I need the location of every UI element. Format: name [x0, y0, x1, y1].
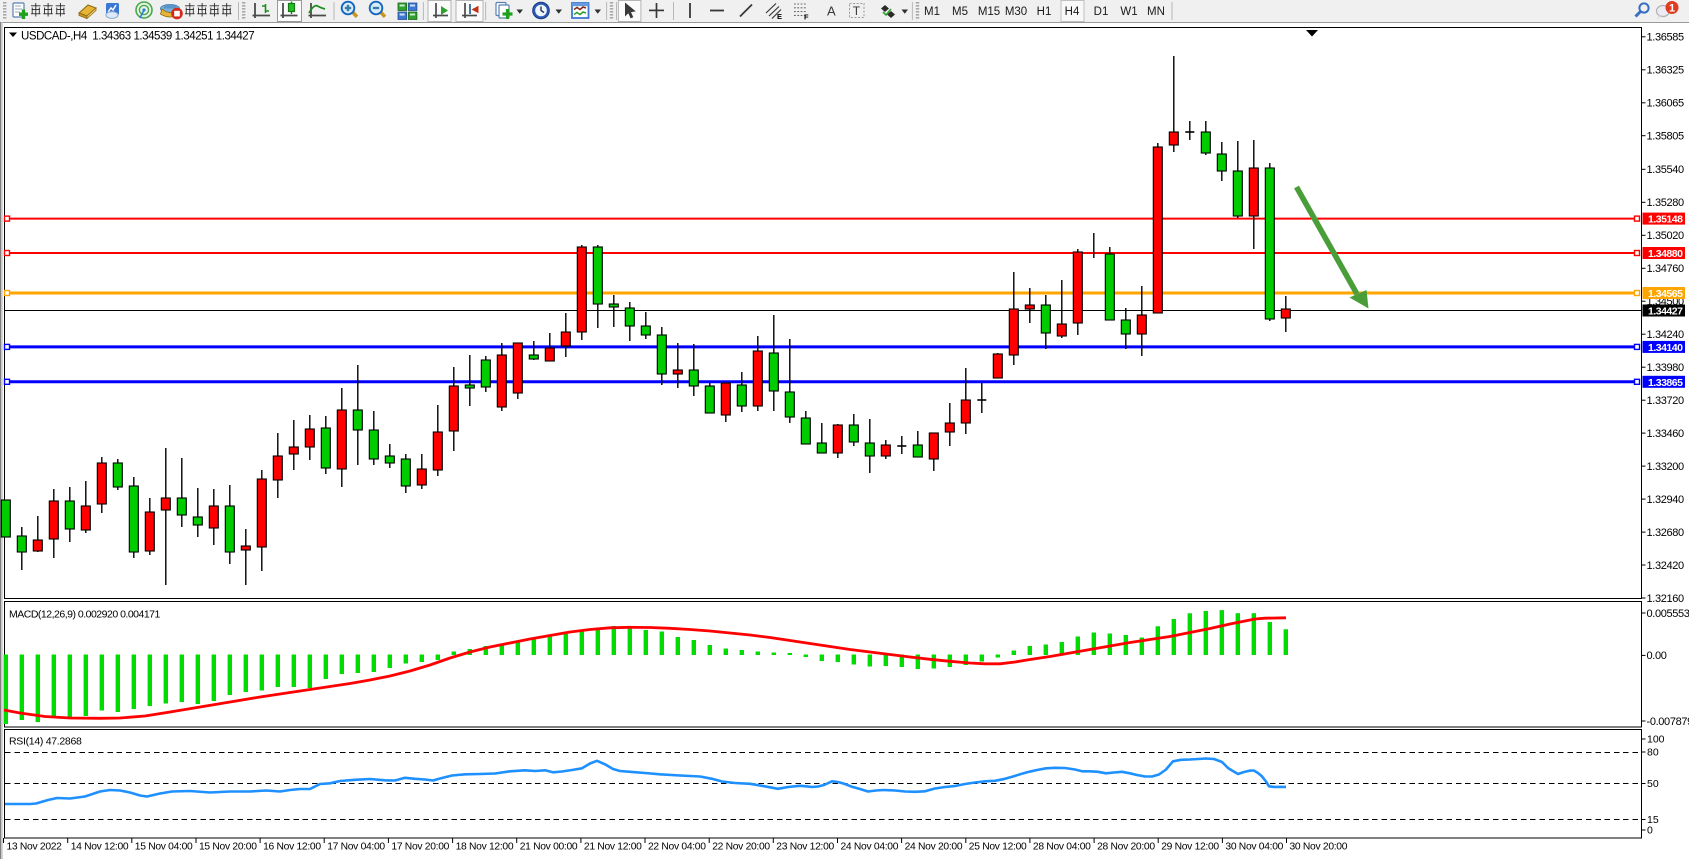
svg-text:M15: M15: [978, 6, 1000, 18]
svg-text:17 Nov 04:00: 17 Nov 04:00: [327, 842, 385, 853]
svg-text:22 Nov 04:00: 22 Nov 04:00: [648, 842, 706, 853]
svg-text:1.36325: 1.36325: [1647, 65, 1685, 77]
svg-text:1.33460: 1.33460: [1647, 428, 1685, 440]
svg-text:1.32680: 1.32680: [1647, 527, 1685, 539]
svg-text:24 Nov 04:00: 24 Nov 04:00: [841, 842, 899, 853]
svg-text:18 Nov 12:00: 18 Nov 12:00: [456, 842, 514, 853]
svg-text:14 Nov 12:00: 14 Nov 12:00: [71, 842, 129, 853]
svg-text:E: E: [777, 12, 782, 21]
svg-text:1.34140: 1.34140: [1648, 342, 1683, 354]
svg-text:1.36065: 1.36065: [1647, 98, 1685, 110]
svg-text:1.35148: 1.35148: [1648, 214, 1683, 226]
svg-text:15: 15: [1647, 814, 1659, 826]
svg-text:24 Nov 20:00: 24 Nov 20:00: [905, 842, 963, 853]
svg-text:25 Nov 12:00: 25 Nov 12:00: [969, 842, 1027, 853]
svg-text:MACD(12,26,9) 0.002920 0.00417: MACD(12,26,9) 0.002920 0.004171: [9, 609, 161, 621]
svg-text:23 Nov 12:00: 23 Nov 12:00: [776, 842, 834, 853]
svg-text:1.33980: 1.33980: [1647, 362, 1685, 374]
svg-text:1.34427: 1.34427: [1648, 306, 1683, 318]
svg-text:0: 0: [1647, 825, 1653, 837]
svg-text:M30: M30: [1005, 6, 1027, 18]
svg-text:30 Nov 04:00: 30 Nov 04:00: [1225, 842, 1283, 853]
svg-text:D1: D1: [1094, 6, 1109, 18]
svg-text:28 Nov 20:00: 28 Nov 20:00: [1097, 842, 1155, 853]
svg-text:0.00: 0.00: [1647, 650, 1667, 662]
svg-text:H4: H4: [1065, 6, 1080, 18]
svg-text:21 Nov 00:00: 21 Nov 00:00: [520, 842, 578, 853]
svg-text:22 Nov 20:00: 22 Nov 20:00: [712, 842, 770, 853]
svg-text:15 Nov 20:00: 15 Nov 20:00: [199, 842, 257, 853]
svg-text:T: T: [853, 4, 861, 18]
svg-text:28 Nov 04:00: 28 Nov 04:00: [1033, 842, 1091, 853]
svg-text:1.32420: 1.32420: [1647, 560, 1685, 572]
svg-text:17 Nov 20:00: 17 Nov 20:00: [391, 842, 449, 853]
svg-text:30 Nov 20:00: 30 Nov 20:00: [1290, 842, 1348, 853]
svg-text:1.34880: 1.34880: [1648, 248, 1683, 260]
svg-text:H1: H1: [1037, 6, 1052, 18]
svg-text:1.34240: 1.34240: [1647, 329, 1685, 341]
svg-text:1: 1: [1669, 3, 1675, 15]
svg-text:1.33720: 1.33720: [1647, 395, 1685, 407]
svg-text:M1: M1: [924, 6, 940, 18]
svg-text:USDCAD-,H4 1.34363 1.34539 1.: USDCAD-,H4 1.34363 1.34539 1.34251 1.344…: [21, 31, 254, 43]
svg-text:1.35020: 1.35020: [1647, 230, 1685, 242]
svg-text:1.35805: 1.35805: [1647, 131, 1685, 143]
svg-text:13 Nov 2022: 13 Nov 2022: [7, 842, 63, 853]
svg-text:1.35280: 1.35280: [1647, 197, 1685, 209]
svg-text:MN: MN: [1147, 6, 1165, 18]
svg-text:F: F: [804, 13, 809, 22]
svg-text:16 Nov 12:00: 16 Nov 12:00: [263, 842, 321, 853]
svg-text:29 Nov 12:00: 29 Nov 12:00: [1161, 842, 1219, 853]
svg-text:RSI(14) 47.2868: RSI(14) 47.2868: [9, 736, 82, 748]
svg-text:1.32940: 1.32940: [1647, 494, 1685, 506]
svg-text:1.32160: 1.32160: [1647, 593, 1685, 605]
svg-text:1.34565: 1.34565: [1648, 288, 1683, 300]
svg-text:W1: W1: [1120, 6, 1137, 18]
svg-text:M5: M5: [952, 6, 968, 18]
svg-text:1.34760: 1.34760: [1647, 263, 1685, 275]
svg-text:1.33200: 1.33200: [1647, 461, 1685, 473]
svg-text:100: 100: [1647, 734, 1665, 746]
svg-text:0.005553: 0.005553: [1647, 608, 1689, 620]
svg-text:15 Nov 04:00: 15 Nov 04:00: [135, 842, 193, 853]
svg-text:1.33865: 1.33865: [1648, 377, 1683, 389]
svg-text:-0.007879: -0.007879: [1647, 716, 1689, 728]
svg-text:50: 50: [1647, 778, 1659, 790]
svg-text:80: 80: [1647, 747, 1659, 759]
svg-text:1.36585: 1.36585: [1647, 32, 1685, 44]
svg-text:A: A: [827, 4, 836, 19]
svg-text:21 Nov 12:00: 21 Nov 12:00: [584, 842, 642, 853]
svg-text:1.35540: 1.35540: [1647, 164, 1685, 176]
